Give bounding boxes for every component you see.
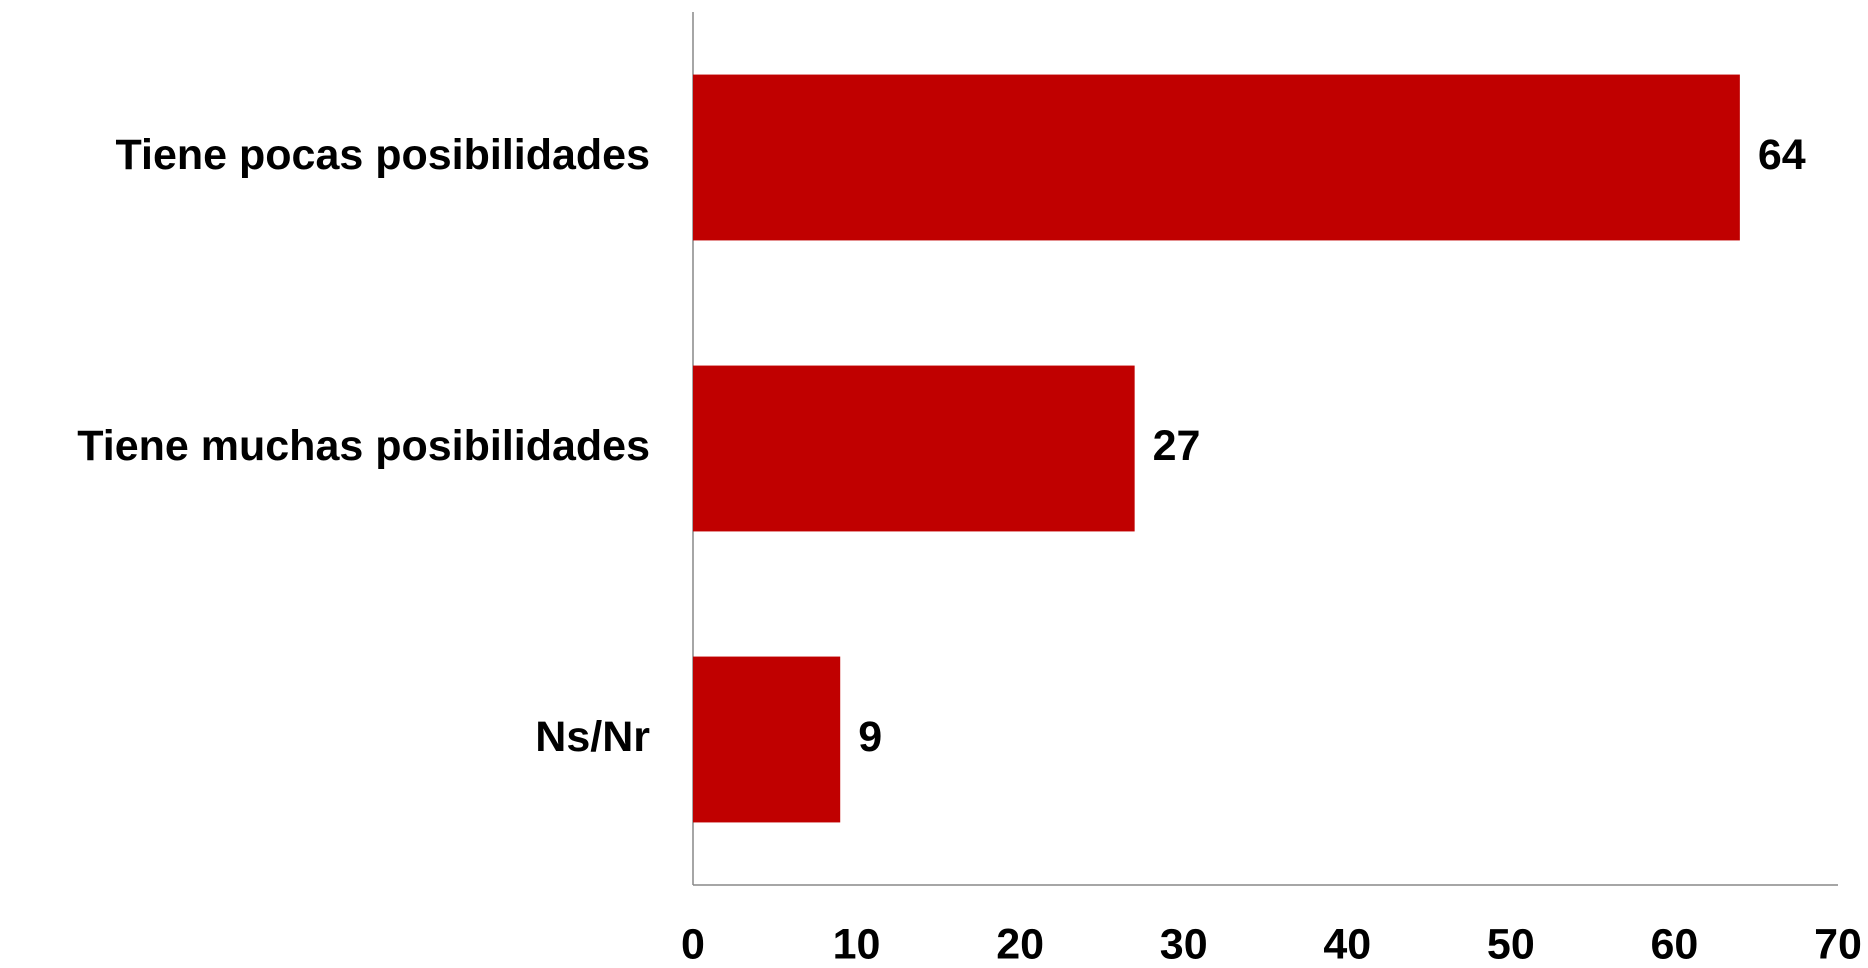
- x-tick-label: 0: [681, 920, 705, 968]
- x-tick-label: 50: [1487, 920, 1535, 968]
- bar: [693, 74, 1740, 241]
- data-label: 64: [1758, 131, 1806, 179]
- x-tick-label: 60: [1651, 920, 1699, 968]
- x-tick-label: 20: [996, 920, 1044, 968]
- data-label: 9: [858, 713, 882, 761]
- y-tick-label: Tiene pocas posibilidades: [116, 131, 650, 179]
- bar: [693, 365, 1135, 532]
- x-tick-label: 30: [1160, 920, 1208, 968]
- x-tick-label: 10: [833, 920, 881, 968]
- data-label: 27: [1153, 422, 1201, 470]
- x-tick-label: 40: [1323, 920, 1371, 968]
- y-tick-label: Ns/Nr: [535, 713, 650, 761]
- y-tick-label: Tiene muchas posibilidades: [77, 422, 650, 470]
- x-tick-label: 70: [1814, 920, 1862, 968]
- bar: [693, 656, 841, 823]
